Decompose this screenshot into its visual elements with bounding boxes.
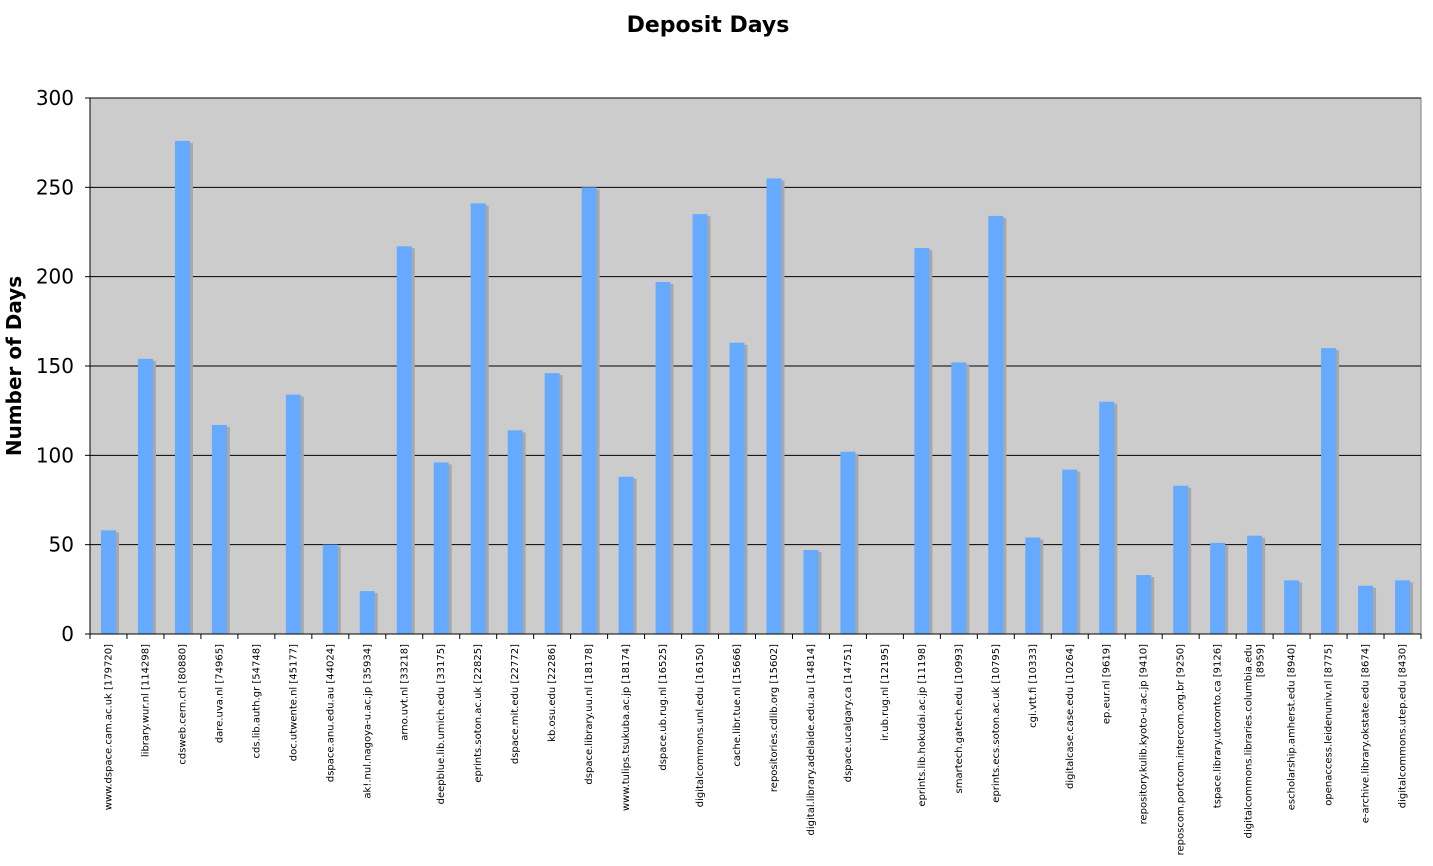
bar xyxy=(581,187,597,635)
y-tick-label: 0 xyxy=(61,622,74,646)
bar xyxy=(100,530,116,634)
bar xyxy=(285,394,301,634)
y-tick-label: 200 xyxy=(36,265,74,289)
bar xyxy=(1284,580,1300,634)
x-tick-label: tspace.library.utoronto.ca [9126] xyxy=(1213,644,1224,808)
bar xyxy=(470,203,486,634)
x-tick-label: digital.library.adelaide.edu.au [14814] xyxy=(806,644,817,836)
bar xyxy=(1321,348,1337,634)
y-tick-label: 150 xyxy=(36,354,74,378)
gridlines xyxy=(90,97,1421,546)
y-axis-label: Number of Days xyxy=(2,276,26,456)
bar xyxy=(618,476,634,634)
y-tick-label: 50 xyxy=(49,533,74,557)
x-tick-label: digitalcommons.libraries.columbia.edu[89… xyxy=(1244,644,1267,838)
chart-title: Deposit Days xyxy=(627,13,790,38)
y-axis-ticks: 0 50 100 150 200 250 300 xyxy=(36,86,90,646)
bar xyxy=(1062,469,1078,634)
x-tick-label: digitalcommons.utep.edu [8430] xyxy=(1398,644,1409,808)
x-tick-label: arno.uvt.nl [33218] xyxy=(399,644,410,741)
bar xyxy=(1210,542,1226,634)
bar xyxy=(1173,485,1189,634)
bar xyxy=(766,178,782,634)
bar xyxy=(1395,580,1411,634)
x-tick-label: www.dspace.cam.ac.uk [179720] xyxy=(103,644,114,810)
x-tick-label: cds.lib.auth.gr [54748] xyxy=(251,644,262,759)
x-tick-label: doc.utwente.nl [45177] xyxy=(288,644,299,761)
x-tick-label: eprints.soton.ac.uk [22825] xyxy=(473,644,484,783)
bar xyxy=(359,591,375,634)
bar xyxy=(433,462,449,634)
x-tick-label: dspace.mit.edu [22772] xyxy=(510,644,521,764)
x-tick-label: www.tulips.tsukuba.ac.jp [18174] xyxy=(621,644,632,811)
bars xyxy=(100,140,1414,635)
bar xyxy=(1025,537,1041,634)
bar xyxy=(211,424,227,634)
y-tick-label: 250 xyxy=(36,175,74,199)
axes xyxy=(89,98,1421,635)
x-tick-label: kb.osu.edu [22286] xyxy=(547,644,558,742)
x-tick-label: dspace.library.uu.nl [18178] xyxy=(584,644,595,785)
x-tick-label: dspace.ucalgary.ca [14751] xyxy=(843,644,854,782)
bar xyxy=(655,282,671,634)
bar xyxy=(914,248,930,634)
x-tick-label: cache.libr.tue.nl [15666] xyxy=(732,644,743,767)
x-tick-label: library.wur.nl [114298] xyxy=(140,644,151,757)
bar xyxy=(988,215,1004,635)
x-tick-label: e-archive.library.okstate.edu [8674] xyxy=(1361,644,1372,823)
y-tick-label: 300 xyxy=(36,86,74,110)
bar xyxy=(396,246,412,634)
x-tick-label: ep.eur.nl [9619] xyxy=(1102,644,1113,724)
bar xyxy=(840,451,856,634)
x-tick-label: dspace.anu.edu.au [44024] xyxy=(325,644,336,782)
bar xyxy=(544,373,560,634)
x-tick-label: escholarship.amherst.edu [8940] xyxy=(1287,644,1298,810)
x-tick-label: cdsweb.cern.ch [80880] xyxy=(177,644,188,765)
bar xyxy=(322,544,338,634)
x-tick-label: eprints.ecs.soton.ac.uk [10795] xyxy=(991,644,1002,803)
x-tick-label: ak!.nul.nagoya-u.ac.jp [35934] xyxy=(362,644,373,799)
bar xyxy=(1247,535,1263,634)
bar xyxy=(1099,401,1115,634)
x-tick-label: eprints.lib.hokudai.ac.jp [11198] xyxy=(917,644,928,807)
x-tick-label: digitalcommons.unl.edu [16150] xyxy=(695,644,706,807)
y-tick-label: 100 xyxy=(36,443,74,467)
bar xyxy=(174,140,190,634)
bar xyxy=(803,550,819,634)
x-tick-label: ir.ub.rug.nl [12195] xyxy=(880,644,891,741)
bar xyxy=(692,214,708,634)
bar xyxy=(137,358,153,634)
bar xyxy=(1358,585,1374,634)
x-tick-label: openaccess.leidenuniv.nl [8775] xyxy=(1324,644,1335,806)
x-tick-label: repositories.cdlib.org [15602] xyxy=(769,644,780,792)
x-axis-ticks: www.dspace.cam.ac.uk [179720] library.wur… xyxy=(89,634,1422,855)
x-tick-label: smartech.gatech.edu [10993] xyxy=(954,644,965,794)
bar xyxy=(951,362,967,634)
x-tick-label: deepblue.lib.umich.edu [33175] xyxy=(436,644,447,804)
x-tick-label: dare.uva.nl [74965] xyxy=(214,644,225,743)
bar xyxy=(1136,575,1152,634)
x-tick-label: reposcom.portcom.intercom.org.br [9250] xyxy=(1176,644,1187,855)
x-tick-label: repository.kulib.kyoto-u.ac.jp [9410] xyxy=(1139,644,1150,825)
x-tick-label: digitalcase.case.edu [10264] xyxy=(1065,644,1076,789)
bar xyxy=(729,342,745,634)
bar xyxy=(507,430,523,634)
x-tick-label: dspace.ub.rug.nl [16525] xyxy=(658,644,669,771)
x-tick-label: cgi.vtt.fi [10333] xyxy=(1028,644,1039,728)
